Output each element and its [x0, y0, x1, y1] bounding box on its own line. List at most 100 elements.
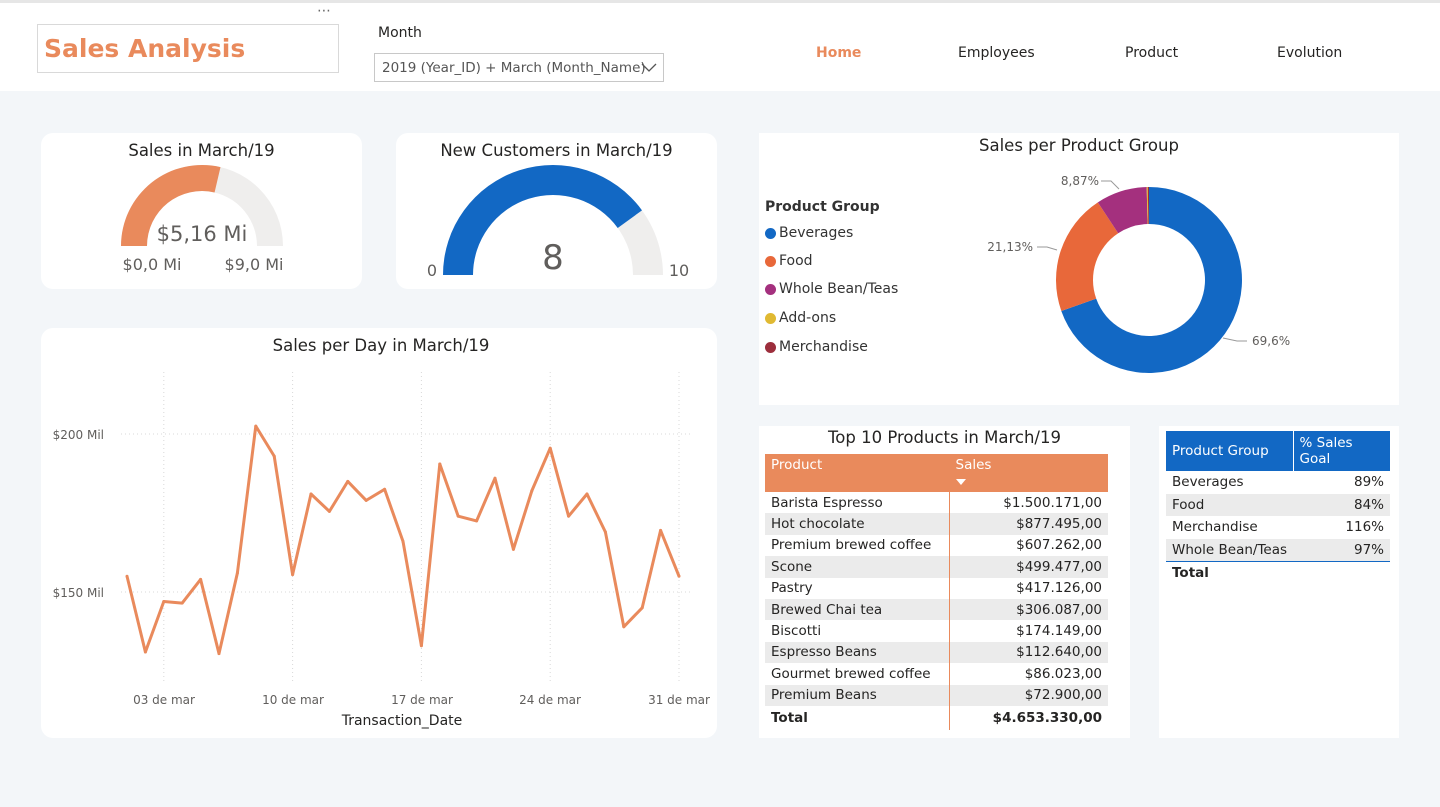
donut-label-food: 21,13% — [987, 240, 1033, 254]
line-point[interactable] — [567, 514, 571, 518]
line-point[interactable] — [640, 606, 644, 610]
col-header-sales-goal[interactable]: % Sales Goal — [1293, 431, 1390, 471]
line-point[interactable] — [272, 454, 276, 458]
x-axis-title: Transaction_Date — [341, 713, 463, 729]
donut-slice-beverages[interactable] — [1061, 187, 1242, 373]
product-cell: Hot chocolate — [765, 513, 950, 535]
legend-dot-icon — [765, 227, 776, 239]
table-row[interactable]: Gourmet brewed coffee $86.023,00 — [765, 663, 1108, 685]
line-point[interactable] — [346, 479, 350, 483]
line-point[interactable] — [548, 446, 552, 450]
legend-item-beverages[interactable]: Beverages — [765, 225, 853, 241]
group-cell: Food — [1166, 493, 1294, 516]
table-row[interactable]: Brewed Chai tea $306.087,00 — [765, 598, 1108, 621]
line-point[interactable] — [419, 644, 423, 648]
title-box: Sales Analysis — [37, 24, 339, 73]
donut-label-whole-bean: 8,87% — [1061, 174, 1099, 188]
month-slicer-value: 2019 (Year_ID) + March (Month_Name) — [382, 60, 646, 76]
goal-table: Product Group % Sales Goal Beverages 89% F… — [1166, 431, 1390, 585]
legend-item-food[interactable]: Food — [765, 253, 813, 269]
product-cell: Espresso Beans — [765, 641, 950, 664]
total-label: Total — [1172, 565, 1209, 582]
legend-item-whole-bean[interactable]: Whole Bean/Teas — [765, 281, 898, 297]
sales-gauge-min: $0,0 Mi — [123, 255, 182, 274]
legend-item-add-ons[interactable]: Add-ons — [765, 310, 836, 326]
donut-leader-line — [1037, 246, 1058, 251]
nav-home[interactable]: Home — [816, 45, 862, 61]
line-point[interactable] — [364, 498, 368, 502]
month-slicer-dropdown[interactable]: 2019 (Year_ID) + March (Month_Name) — [374, 53, 664, 82]
goal-cell: 116% — [1345, 519, 1384, 536]
nav-employees[interactable]: Employees — [958, 45, 1035, 61]
legend-label: Beverages — [779, 225, 854, 241]
nav-product[interactable]: Product — [1125, 45, 1179, 61]
sales-cell: $112.640,00 — [949, 641, 1108, 664]
line-point[interactable] — [603, 530, 607, 534]
sort-desc-icon — [955, 479, 966, 485]
table-row[interactable]: Hot chocolate $877.495,00 — [765, 513, 1108, 535]
line-point[interactable] — [401, 539, 405, 543]
table-row[interactable]: Premium brewed coffee $607.262,00 — [765, 534, 1108, 557]
table-row[interactable]: Barista Espresso $1.500.171,00 — [765, 492, 1108, 514]
line-point[interactable] — [659, 528, 663, 532]
table-row[interactable]: Beverages 89% — [1166, 471, 1390, 494]
line-point[interactable] — [475, 519, 479, 523]
line-point[interactable] — [530, 489, 534, 493]
table-row[interactable]: Espresso Beans $112.640,00 — [765, 641, 1108, 664]
nav-evolution[interactable]: Evolution — [1277, 45, 1343, 61]
sales-cell: $877.495,00 — [949, 513, 1108, 535]
group-cell: Beverages — [1172, 474, 1244, 491]
col-header-product[interactable]: Product — [765, 454, 950, 492]
product-cell: Biscotti — [765, 620, 950, 642]
product-cell: Brewed Chai tea — [765, 598, 950, 621]
col-header-product-group[interactable]: Product Group — [1166, 431, 1294, 471]
line-point[interactable] — [180, 601, 184, 605]
line-point[interactable] — [235, 571, 239, 575]
table-row[interactable]: Merchandise 116% — [1166, 516, 1390, 539]
customers-gauge-min: 0 — [427, 261, 437, 280]
line-point[interactable] — [456, 514, 460, 518]
col-header-sales[interactable]: Sales — [949, 454, 1108, 492]
legend-label: Food — [779, 253, 813, 269]
line-point[interactable] — [162, 599, 166, 603]
table-row[interactable]: Premium Beans $72.900,00 — [765, 684, 1108, 706]
line-point[interactable] — [254, 424, 258, 428]
line-point[interactable] — [493, 476, 497, 480]
table-row[interactable]: Scone $499.477,00 — [765, 556, 1108, 578]
x-tick-label: 31 de mar — [648, 693, 710, 707]
table-row[interactable]: Pastry $417.126,00 — [765, 577, 1108, 599]
top10-title: Top 10 Products in March/19 — [828, 428, 1061, 447]
product-cell: Premium Beans — [765, 684, 950, 706]
goal-card: Product Group % Sales Goal Beverages 89% F… — [1159, 426, 1399, 738]
more-options-icon[interactable]: ⋯ — [317, 3, 332, 19]
line-point[interactable] — [383, 487, 387, 491]
table-row[interactable]: Food 84% — [1166, 493, 1390, 516]
product-cell: Pastry — [765, 577, 950, 599]
line-point[interactable] — [511, 547, 515, 551]
line-point[interactable] — [585, 492, 589, 496]
line-point[interactable] — [143, 650, 147, 654]
legend-label: Add-ons — [779, 310, 837, 326]
table-row[interactable]: Biscotti $174.149,00 — [765, 620, 1108, 642]
line-point[interactable] — [677, 574, 681, 578]
donut-slice-whole-bean-teas[interactable] — [1097, 187, 1148, 234]
line-point[interactable] — [125, 574, 129, 578]
legend-item-merchandise[interactable]: Merchandise — [765, 339, 868, 355]
legend-dot-icon — [765, 312, 776, 324]
table-row[interactable]: Whole Bean/Teas 97% — [1166, 538, 1390, 562]
line-point[interactable] — [217, 652, 221, 656]
line-point[interactable] — [291, 573, 295, 577]
customers-gauge-card: New Customers in March/19 8 0 10 — [396, 133, 717, 289]
customers-gauge-chart: 8 0 10 — [427, 165, 689, 280]
goal-cell: 84% — [1293, 493, 1390, 516]
donut-slice-merchandise[interactable] — [1147, 187, 1149, 225]
line-point[interactable] — [327, 509, 331, 513]
donut-slice-add-ons[interactable] — [1146, 187, 1149, 225]
line-point[interactable] — [438, 462, 442, 466]
goal-cell: 97% — [1293, 538, 1390, 562]
donut-slice-food[interactable] — [1056, 202, 1119, 311]
sales-gauge-card: Sales in March/19 $5,16 Mi $0,0 Mi $9,0 … — [41, 133, 362, 289]
line-point[interactable] — [622, 625, 626, 629]
line-point[interactable] — [199, 577, 203, 581]
line-point[interactable] — [309, 492, 313, 496]
